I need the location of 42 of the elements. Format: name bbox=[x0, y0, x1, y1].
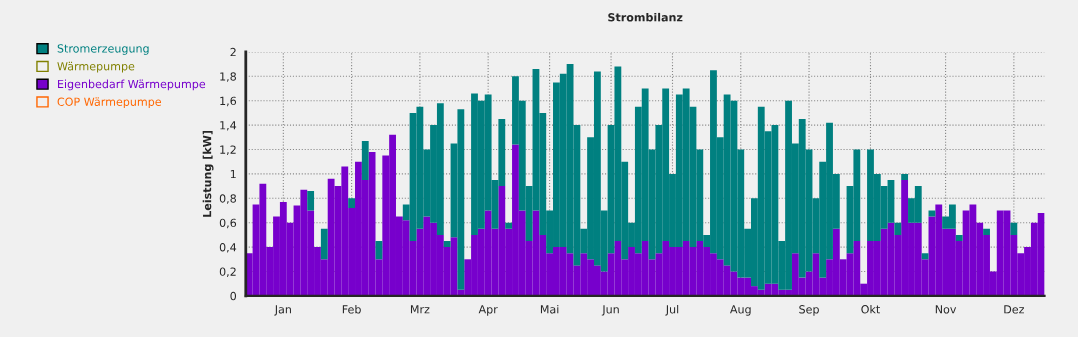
y-tick-label: 0,6 bbox=[219, 218, 237, 229]
x-tick-label: Jun bbox=[601, 305, 619, 316]
legend-label: COP Wärmepumpe bbox=[57, 97, 162, 109]
y-tick-label: 1,6 bbox=[220, 96, 237, 107]
y-tick-label: 2 bbox=[230, 47, 236, 57]
bar bbox=[983, 228, 990, 235]
y-tick-label: 1,8 bbox=[220, 72, 236, 82]
y-axis-title: Leistung [kW] bbox=[202, 130, 214, 217]
bar bbox=[928, 210, 936, 217]
x-tick-label: Mai bbox=[540, 304, 559, 314]
bar bbox=[921, 253, 929, 260]
x-tick-label: Apr bbox=[478, 305, 498, 316]
legend-label: Wärmepumpe bbox=[57, 61, 135, 73]
y-tick-label: 0,4 bbox=[219, 243, 237, 253]
x-tick-label: Mrz bbox=[410, 305, 430, 314]
bar bbox=[361, 140, 369, 180]
bar bbox=[443, 240, 451, 248]
x-tick-label: Feb bbox=[342, 304, 361, 314]
x-tick-label: Jul bbox=[665, 304, 679, 316]
x-tick-label: Sep bbox=[799, 305, 819, 316]
y-tick-label: 1,4 bbox=[220, 121, 237, 131]
bar bbox=[955, 234, 963, 241]
y-tick-label: 0,2 bbox=[219, 267, 236, 277]
bar bbox=[320, 228, 328, 260]
x-tick-label: Okt bbox=[861, 304, 880, 314]
legend-label: Eigenbedarf Wärmepumpe bbox=[58, 79, 206, 91]
legend-label: Stromerzeugung bbox=[57, 44, 149, 55]
x-tick-label: Dez bbox=[1004, 305, 1024, 314]
bar bbox=[505, 222, 513, 229]
y-tick-label: 1,2 bbox=[220, 145, 236, 156]
bar bbox=[901, 173, 909, 180]
y-tick-label: 0,8 bbox=[219, 194, 236, 204]
y-tick-label: 0 bbox=[230, 291, 237, 301]
chart-title: Strombilanz bbox=[608, 12, 683, 22]
bar bbox=[307, 190, 315, 211]
y-tick-label: 1 bbox=[230, 170, 236, 179]
x-tick-label: Aug bbox=[730, 305, 751, 316]
x-tick-label: Nov bbox=[935, 305, 957, 314]
bar bbox=[348, 198, 356, 209]
bar bbox=[1010, 222, 1018, 235]
bar bbox=[894, 222, 902, 235]
x-tick-label: Jan bbox=[274, 305, 291, 316]
